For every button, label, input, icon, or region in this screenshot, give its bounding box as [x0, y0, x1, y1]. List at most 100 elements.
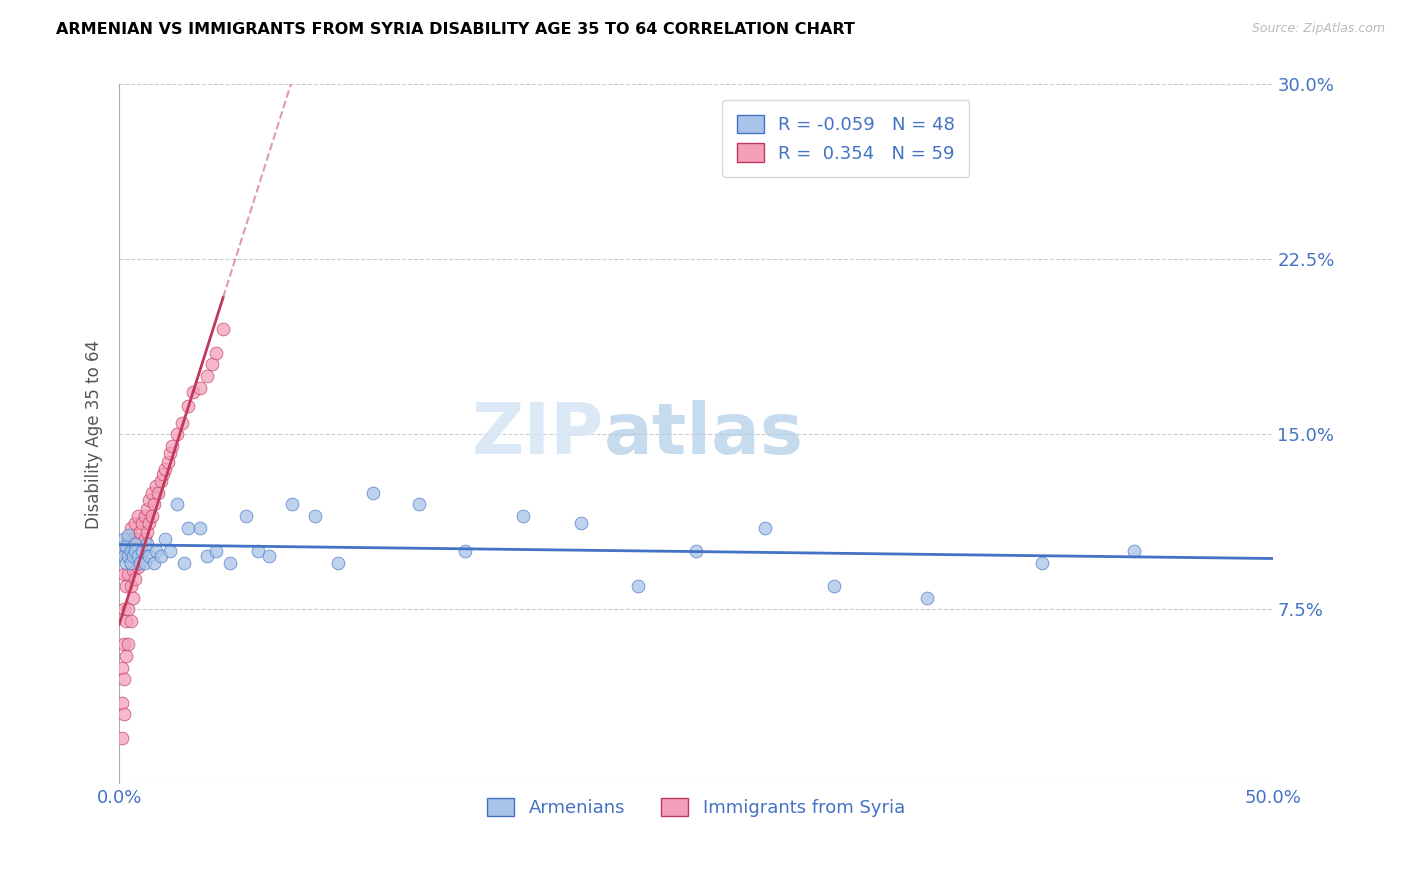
- Point: [127, 549, 149, 563]
- Point: [177, 521, 200, 535]
- Point: [181, 385, 204, 400]
- Point: [149, 474, 172, 488]
- Point: [120, 614, 142, 628]
- Point: [122, 591, 145, 605]
- Point: [110, 731, 132, 745]
- Point: [124, 572, 146, 586]
- Text: ARMENIAN VS IMMIGRANTS FROM SYRIA DISABILITY AGE 35 TO 64 CORRELATION CHART: ARMENIAN VS IMMIGRANTS FROM SYRIA DISABI…: [56, 22, 855, 37]
- Point: [195, 369, 218, 384]
- Point: [328, 556, 350, 570]
- Point: [120, 579, 142, 593]
- Point: [115, 540, 138, 554]
- Point: [115, 614, 138, 628]
- Point: [145, 544, 167, 558]
- Text: ZIP: ZIP: [471, 400, 603, 469]
- Point: [685, 544, 707, 558]
- Point: [129, 556, 152, 570]
- Point: [195, 549, 218, 563]
- Point: [136, 537, 159, 551]
- Point: [115, 544, 138, 558]
- Text: atlas: atlas: [603, 400, 803, 469]
- Point: [219, 556, 242, 570]
- Point: [205, 345, 228, 359]
- Point: [141, 509, 163, 524]
- Point: [120, 521, 142, 535]
- Point: [361, 485, 384, 500]
- Point: [152, 467, 174, 482]
- Point: [512, 509, 534, 524]
- Point: [136, 502, 159, 516]
- Point: [156, 455, 179, 469]
- Point: [166, 498, 188, 512]
- Point: [246, 544, 269, 558]
- Point: [1123, 544, 1146, 558]
- Point: [112, 707, 135, 722]
- Point: [177, 400, 200, 414]
- Point: [112, 673, 135, 687]
- Point: [138, 549, 160, 563]
- Point: [136, 525, 159, 540]
- Point: [110, 661, 132, 675]
- Point: [112, 533, 135, 547]
- Point: [134, 556, 156, 570]
- Point: [170, 416, 193, 430]
- Point: [212, 322, 235, 336]
- Point: [120, 544, 142, 558]
- Point: [188, 521, 211, 535]
- Point: [120, 544, 142, 558]
- Point: [148, 485, 170, 500]
- Point: [138, 492, 160, 507]
- Point: [122, 533, 145, 547]
- Point: [131, 544, 153, 558]
- Point: [127, 533, 149, 547]
- Point: [124, 544, 146, 558]
- Point: [281, 498, 304, 512]
- Point: [155, 462, 177, 476]
- Point: [1031, 556, 1053, 570]
- Point: [235, 509, 257, 524]
- Point: [110, 544, 132, 558]
- Point: [188, 381, 211, 395]
- Point: [112, 637, 135, 651]
- Point: [166, 427, 188, 442]
- Point: [122, 563, 145, 577]
- Point: [117, 567, 139, 582]
- Point: [122, 549, 145, 563]
- Y-axis label: Disability Age 35 to 64: Disability Age 35 to 64: [86, 340, 103, 529]
- Point: [112, 567, 135, 582]
- Point: [124, 537, 146, 551]
- Point: [159, 446, 181, 460]
- Point: [110, 696, 132, 710]
- Point: [117, 528, 139, 542]
- Point: [117, 533, 139, 547]
- Point: [155, 533, 177, 547]
- Point: [112, 602, 135, 616]
- Point: [142, 498, 165, 512]
- Point: [127, 509, 149, 524]
- Point: [115, 579, 138, 593]
- Point: [131, 544, 153, 558]
- Point: [173, 556, 195, 570]
- Point: [454, 544, 477, 558]
- Point: [200, 358, 222, 372]
- Point: [304, 509, 326, 524]
- Point: [115, 556, 138, 570]
- Point: [142, 556, 165, 570]
- Point: [115, 649, 138, 664]
- Point: [124, 544, 146, 558]
- Point: [129, 549, 152, 563]
- Point: [138, 516, 160, 530]
- Point: [569, 516, 592, 530]
- Point: [915, 591, 938, 605]
- Point: [205, 544, 228, 558]
- Point: [408, 498, 430, 512]
- Point: [127, 560, 149, 574]
- Point: [145, 479, 167, 493]
- Point: [124, 516, 146, 530]
- Point: [257, 549, 280, 563]
- Point: [162, 439, 184, 453]
- Point: [141, 485, 163, 500]
- Legend: Armenians, Immigrants from Syria: Armenians, Immigrants from Syria: [479, 790, 912, 824]
- Text: Source: ZipAtlas.com: Source: ZipAtlas.com: [1251, 22, 1385, 36]
- Point: [117, 637, 139, 651]
